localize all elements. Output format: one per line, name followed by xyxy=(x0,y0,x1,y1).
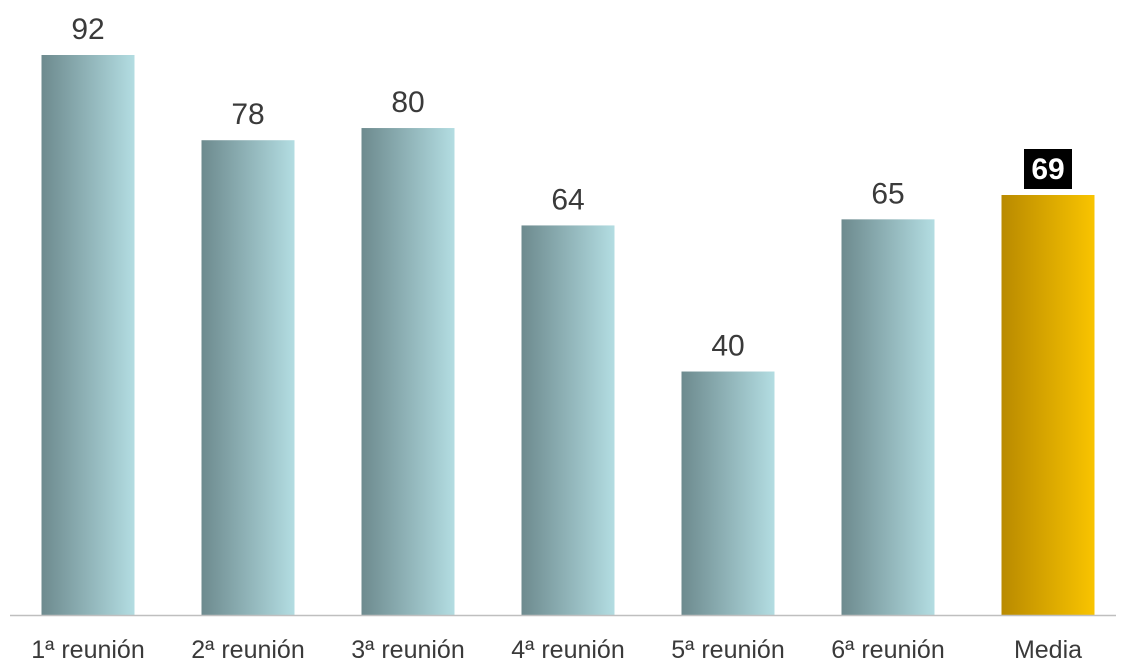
data-label-2: 78 xyxy=(231,98,264,131)
data-label-5: 40 xyxy=(711,330,744,363)
highlight-label-background xyxy=(1024,149,1072,189)
bar-4 xyxy=(521,225,615,615)
bar-7 xyxy=(1001,195,1095,615)
bar-1 xyxy=(41,55,135,615)
bar-6 xyxy=(841,219,935,615)
category-label-1: 1ª reunión xyxy=(31,636,145,664)
category-label-3: 3ª reunión xyxy=(351,636,465,664)
bar-5 xyxy=(681,371,775,615)
category-label-7: Media xyxy=(1014,636,1082,664)
data-label-6: 65 xyxy=(871,177,904,210)
data-label-4: 64 xyxy=(551,183,584,216)
category-label-6: 6ª reunión xyxy=(831,636,945,664)
data-label-7: 69 xyxy=(1031,153,1064,186)
bar-2 xyxy=(201,140,295,615)
labels-group: 92 1ª reunión 78 2ª reunión 80 3ª reunión 64 4ª… xyxy=(31,13,1082,664)
category-label-4: 4ª reunión xyxy=(511,636,625,664)
data-label-1: 92 xyxy=(71,13,104,46)
data-label-3: 80 xyxy=(391,86,424,119)
category-label-2: 2ª reunión xyxy=(191,636,305,664)
category-label-5: 5ª reunión xyxy=(671,636,785,664)
bar-3 xyxy=(361,128,455,616)
bars-group xyxy=(41,55,1095,616)
